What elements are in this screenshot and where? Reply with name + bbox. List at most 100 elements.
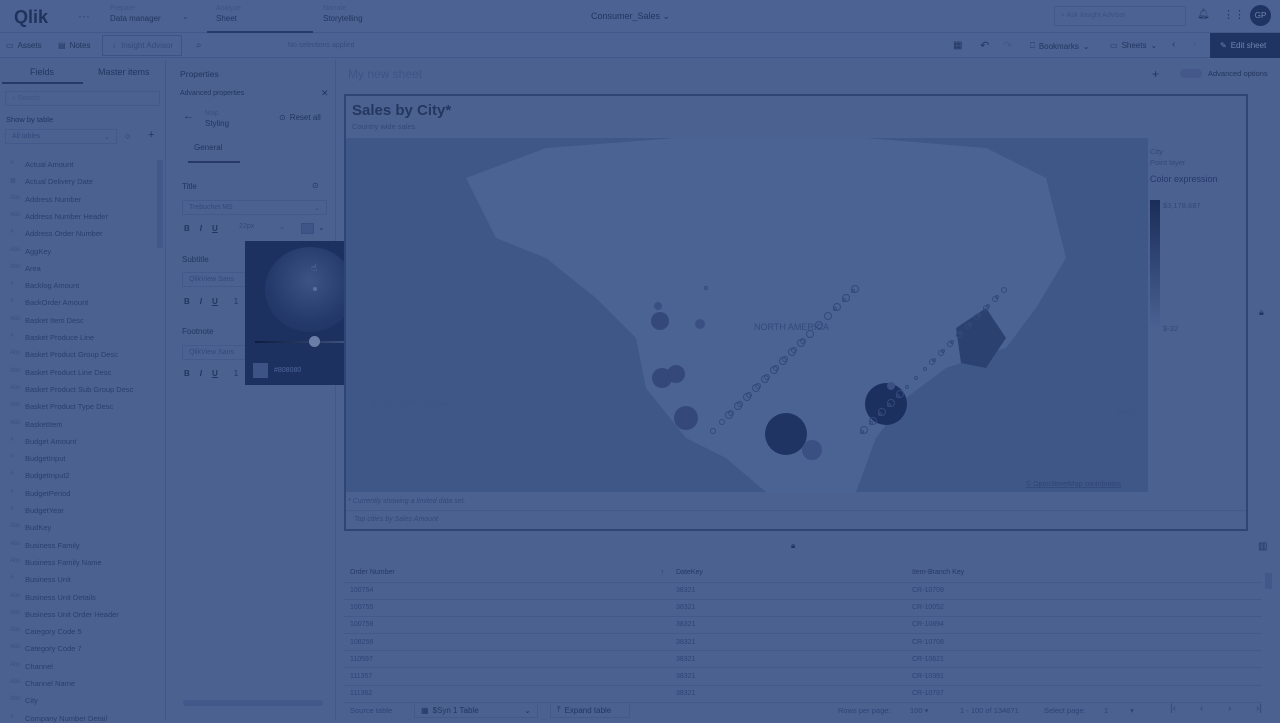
field-item[interactable]: Abc Channel Name	[10, 679, 75, 688]
italic-button[interactable]: I	[199, 224, 203, 233]
table-cell[interactable]: 111357	[344, 667, 670, 686]
color-handle[interactable]	[313, 287, 317, 291]
table-row[interactable]: 110597 38321 CR-10621	[344, 650, 1262, 669]
undo-icon[interactable]: ↶	[980, 40, 990, 52]
slider-knob[interactable]	[309, 336, 320, 347]
table-cell[interactable]: CR-10621	[906, 650, 1262, 669]
field-item[interactable]: # BudgetYear	[10, 506, 64, 515]
nav-narrate[interactable]: Narrate Storytelling	[323, 0, 413, 33]
last-page-icon[interactable]: ›|	[1256, 703, 1262, 714]
city-point[interactable]	[887, 403, 891, 407]
underline-button[interactable]: U	[212, 297, 218, 306]
city-bubble[interactable]	[674, 406, 698, 430]
table-row[interactable]: 100755 38321 CR-10052	[344, 599, 1262, 617]
previous-sheet-icon[interactable]: ‹	[1172, 39, 1176, 50]
city-bubble[interactable]	[887, 382, 895, 390]
city-point[interactable]	[719, 419, 725, 425]
lock-icon[interactable]: 🔒︎	[1259, 307, 1264, 317]
table-row[interactable]: 108256 38321 CR-10708	[344, 633, 1262, 652]
city-point[interactable]	[833, 307, 837, 311]
next-sheet-icon[interactable]: ›	[1193, 39, 1197, 50]
table-cell[interactable]: 108256	[344, 633, 670, 652]
city-point[interactable]	[815, 321, 823, 329]
city-point[interactable]	[782, 356, 788, 362]
field-item[interactable]: Abc Address Number Header	[10, 212, 108, 221]
map-area[interactable]: NORTH AMERICA North Pacific Ocean North …	[346, 138, 1148, 492]
city-point[interactable]	[842, 294, 850, 302]
city-point[interactable]	[1001, 287, 1007, 293]
first-page-icon[interactable]: |‹	[1170, 703, 1176, 714]
assets-button[interactable]: ▭ Assets	[6, 41, 42, 50]
italic-button[interactable]: I	[199, 369, 203, 378]
field-item[interactable]: Abc Category Code 7	[10, 644, 82, 653]
previous-page-icon[interactable]: ‹	[1200, 703, 1204, 714]
field-item[interactable]: Abc Category Code 5	[10, 627, 82, 636]
avatar[interactable]: GP	[1250, 5, 1271, 26]
table-cell[interactable]: 111362	[344, 685, 670, 703]
refresh-icon[interactable]: ○	[125, 131, 131, 141]
qlik-logo[interactable]: Qlik	[14, 7, 49, 27]
notes-button[interactable]: ▤ Notes	[58, 41, 90, 50]
city-point[interactable]	[938, 350, 944, 356]
table-cell[interactable]: 100754	[344, 582, 670, 600]
edit-sheet-button[interactable]: ✎ Edit sheet	[1210, 33, 1280, 58]
chevron-down-icon[interactable]: ⌄	[182, 12, 189, 21]
field-item[interactable]: Abc Area	[10, 264, 41, 273]
field-item[interactable]: Abc Business Family Name	[10, 558, 102, 567]
table-cell[interactable]: 38321	[670, 616, 906, 635]
table-cell[interactable]: 38321	[670, 650, 906, 669]
next-page-icon[interactable]: ›	[1228, 703, 1232, 714]
column-header-item-branch-key[interactable]: Item-Branch Key	[906, 564, 1262, 583]
field-item[interactable]: Abc Address Number	[10, 195, 81, 204]
field-item[interactable]: Abc BasketItem	[10, 420, 63, 429]
city-point[interactable]	[704, 286, 708, 290]
insight-search-input[interactable]: ⌕ Ask Insight Advisor	[1054, 6, 1186, 26]
city-point[interactable]	[746, 392, 752, 398]
advanced-options-toggle[interactable]	[1180, 69, 1202, 78]
tab-general[interactable]: General	[194, 143, 223, 152]
scrollbar[interactable]	[157, 160, 163, 248]
city-point[interactable]	[983, 305, 989, 311]
city-point[interactable]	[761, 375, 769, 383]
field-item[interactable]: # Company Number Detail	[10, 714, 107, 723]
field-item[interactable]: Abc City	[10, 696, 38, 705]
table-view-icon[interactable]: ▥	[1258, 541, 1268, 552]
city-bubble[interactable]	[651, 312, 669, 330]
city-bubble[interactable]	[865, 383, 907, 425]
city-point[interactable]	[896, 394, 900, 398]
rows-per-page-select[interactable]: 100 ▾	[910, 706, 929, 715]
nav-analyze[interactable]: Analyze Sheet	[207, 0, 313, 33]
breadcrumb-parent[interactable]: Map	[205, 110, 219, 117]
table-cell[interactable]: 38321	[670, 667, 906, 686]
source-table-select[interactable]: ▦ $Syn 1 Table ⌄	[414, 702, 538, 718]
size-value[interactable]: 1	[233, 297, 239, 306]
table-cell[interactable]: CR-10894	[906, 616, 1262, 635]
field-item[interactable]: Abc Basket Product Sub Group Desc	[10, 385, 133, 394]
table-cell[interactable]: CR-10708	[906, 633, 1262, 652]
table-cell[interactable]: CR-10709	[906, 582, 1262, 600]
layout-grid-icon[interactable]: ▦	[953, 40, 963, 51]
city-bubble[interactable]	[802, 440, 822, 460]
insight-advisor-button[interactable]: ♁ Insight Advisor	[102, 35, 183, 56]
chevron-down-icon[interactable]: ⌄	[318, 223, 325, 232]
table-cell[interactable]: 100755	[344, 599, 670, 617]
field-item[interactable]: # BudgetInput	[10, 454, 65, 463]
smart-search-icon[interactable]: ⌕	[196, 40, 202, 51]
city-bubble[interactable]	[652, 368, 672, 388]
tab-fields[interactable]: Fields	[30, 67, 55, 77]
city-point[interactable]	[905, 385, 909, 389]
city-point[interactable]	[779, 357, 787, 365]
title-color-swatch[interactable]	[301, 223, 314, 234]
city-point[interactable]	[860, 430, 864, 434]
city-point[interactable]	[869, 417, 877, 425]
app-title[interactable]: Consumer_Sales ⌄	[591, 11, 671, 21]
field-item[interactable]: # Backlog Amount	[10, 281, 79, 290]
city-point[interactable]	[956, 332, 962, 338]
city-point[interactable]	[974, 314, 980, 320]
city-point[interactable]	[734, 402, 742, 410]
page-select[interactable]: 1 ▾	[1104, 706, 1134, 715]
expression-icon[interactable]: ⊙	[312, 181, 319, 190]
horizontal-scrollbar[interactable]	[183, 700, 323, 706]
city-bubble[interactable]	[654, 302, 662, 310]
field-item[interactable]: Abc AggKey	[10, 247, 51, 256]
